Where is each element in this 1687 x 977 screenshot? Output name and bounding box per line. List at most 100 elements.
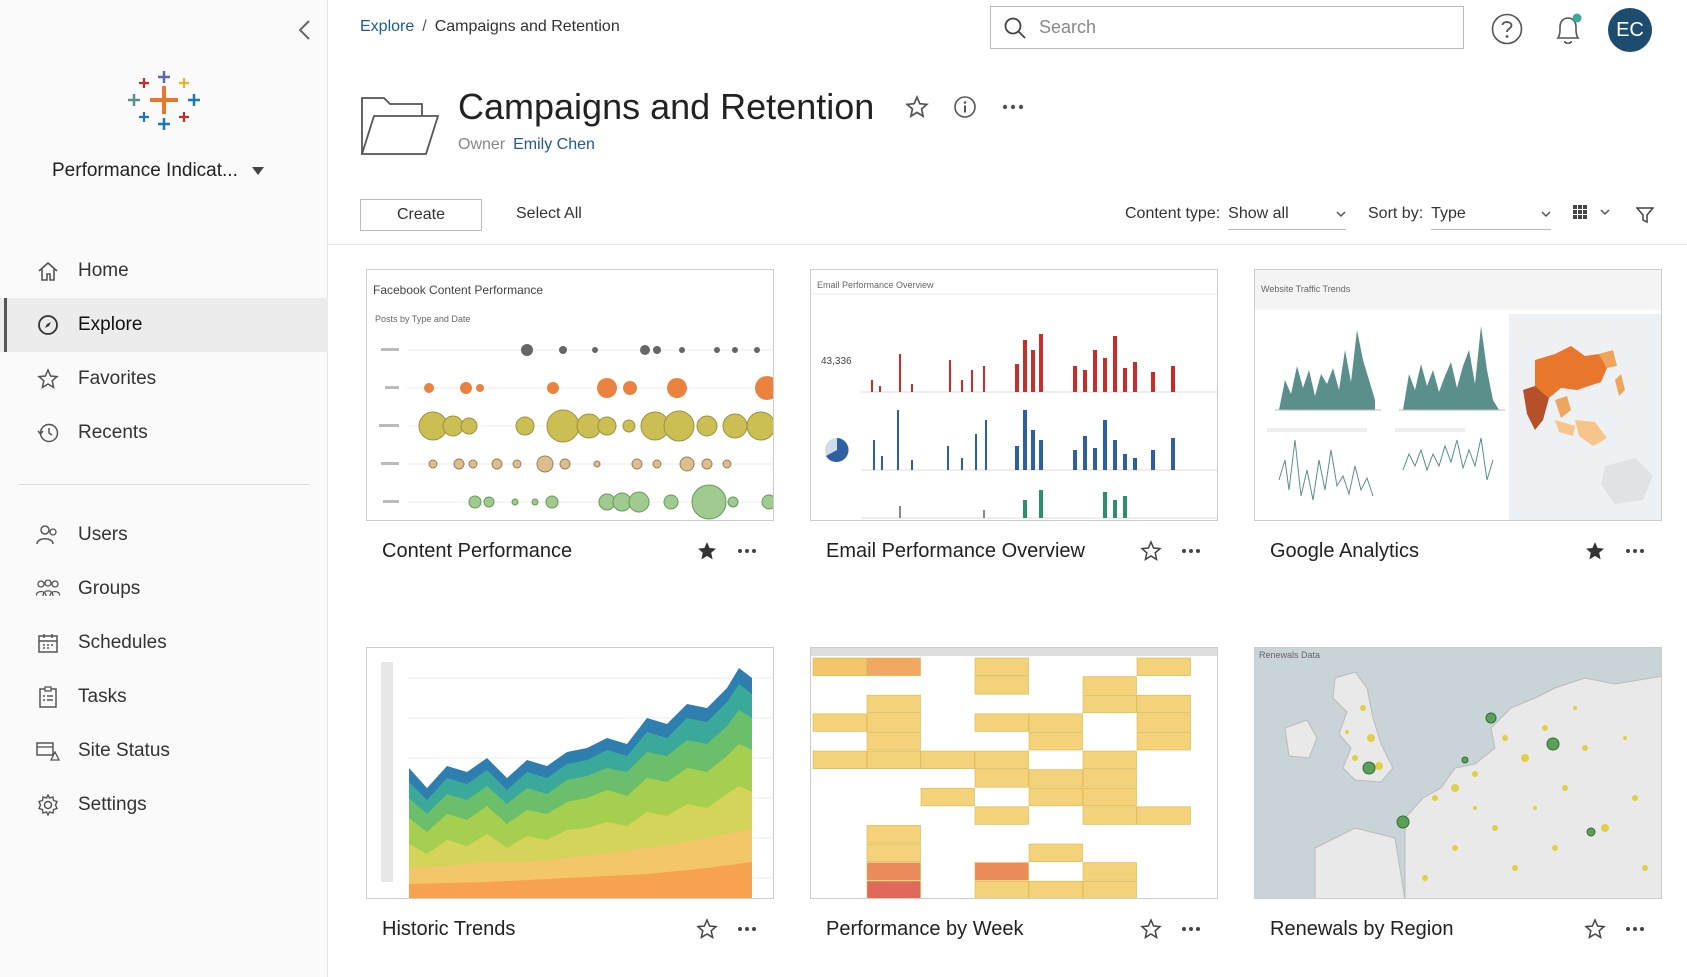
heatmap-cell <box>974 750 1029 769</box>
filter-icon[interactable] <box>1636 206 1654 224</box>
card-title[interactable]: Renewals by Region <box>1270 917 1454 940</box>
workbook-thumbnail[interactable] <box>366 647 774 899</box>
heatmap-cell <box>1136 657 1191 676</box>
heatmap-cell <box>1136 732 1191 751</box>
nav-label: Groups <box>78 578 141 599</box>
sort-dropdown[interactable]: Type <box>1431 198 1552 230</box>
heatmap-cell <box>1028 843 1083 862</box>
favorite-button[interactable] <box>1138 916 1164 942</box>
primary-nav: Home Explore Favorites Recents <box>0 244 328 460</box>
star-outline-icon <box>1140 540 1162 561</box>
nav-item-settings[interactable]: Settings <box>0 778 328 832</box>
card-title[interactable]: Content Performance <box>382 539 573 562</box>
nav-item-tasks[interactable]: Tasks <box>0 670 328 724</box>
help-icon[interactable] <box>1490 12 1524 46</box>
chevron-down-icon <box>1600 209 1610 216</box>
card-title[interactable]: Email Performance Overview <box>826 539 1085 562</box>
heatmap-cell <box>1082 806 1137 825</box>
card-title[interactable]: Historic Trends <box>382 917 516 940</box>
card-footer: Performance by Week <box>810 899 1218 959</box>
heatmap-cell <box>866 862 921 881</box>
nav-item-schedules[interactable]: Schedules <box>0 616 328 670</box>
more-actions-button[interactable] <box>1000 94 1026 120</box>
nav-label: Schedules <box>78 632 167 653</box>
card-more-button[interactable] <box>1178 538 1204 564</box>
heatmap-cell <box>812 750 867 769</box>
heatmap-cell <box>866 694 921 714</box>
content-type-filter: Content type: Show all <box>1125 198 1347 230</box>
bell-icon[interactable] <box>1550 10 1586 48</box>
workbook-card: Facebook Content Performance Posts by Ty… <box>366 269 774 581</box>
card-title[interactable]: Google Analytics <box>1270 539 1419 562</box>
collapse-sidebar-button[interactable] <box>290 16 318 44</box>
create-button[interactable]: Create <box>360 199 482 231</box>
info-button[interactable] <box>952 94 978 120</box>
gear-icon <box>36 793 60 817</box>
search-input[interactable] <box>1039 17 1439 38</box>
card-more-button[interactable] <box>734 916 760 942</box>
thumb-title: Website Traffic Trends <box>1261 284 1351 294</box>
sort-label: Sort by: <box>1368 205 1424 222</box>
heatmap-cell <box>1136 806 1191 825</box>
card-title[interactable]: Performance by Week <box>826 917 1024 940</box>
ellipsis-icon <box>738 927 756 931</box>
favorite-button[interactable] <box>694 538 720 564</box>
heatmap-cell <box>866 825 921 844</box>
heatmap-cell <box>866 880 921 898</box>
select-all-button[interactable]: Select All <box>516 205 582 222</box>
groups-icon <box>36 577 60 601</box>
search-icon <box>1004 17 1026 39</box>
card-more-button[interactable] <box>1622 538 1648 564</box>
favorite-project-button[interactable] <box>904 94 930 120</box>
view-mode-button[interactable] <box>1572 204 1610 220</box>
heatmap-cell <box>974 880 1029 898</box>
breadcrumb: Explore / Campaigns and Retention <box>360 18 620 36</box>
breadcrumb-explore-link[interactable]: Explore <box>360 18 415 35</box>
admin-nav: Users Groups Schedules Tasks Site Status <box>0 508 328 832</box>
workbook-thumbnail[interactable]: Email Performance Overview 43,336 <box>810 269 1218 521</box>
chevron-down-icon <box>1336 210 1346 217</box>
user-avatar[interactable]: EC <box>1608 8 1652 52</box>
grid-view-icon <box>1573 205 1587 219</box>
favorite-button[interactable] <box>1582 916 1608 942</box>
folder-icon <box>360 97 440 155</box>
favorite-button[interactable] <box>694 916 720 942</box>
nav-label: Home <box>78 260 129 281</box>
content-type-dropdown[interactable]: Show all <box>1228 198 1347 230</box>
nav-item-recents[interactable]: Recents <box>0 406 328 460</box>
nav-label: Recents <box>78 422 148 443</box>
nav-item-favorites[interactable]: Favorites <box>0 352 328 406</box>
heatmap-cell <box>866 713 921 732</box>
ellipsis-icon <box>1002 104 1024 110</box>
favorite-button[interactable] <box>1138 538 1164 564</box>
ellipsis-icon <box>1626 927 1644 931</box>
nav-item-home[interactable]: Home <box>0 244 328 298</box>
card-more-button[interactable] <box>1622 916 1648 942</box>
favorite-button[interactable] <box>1582 538 1608 564</box>
site-selector[interactable]: Performance Indicat... <box>52 160 264 182</box>
users-icon <box>36 523 60 547</box>
thumb-title: Email Performance Overview <box>817 280 934 290</box>
owner-name-link[interactable]: Emily Chen <box>513 136 595 153</box>
card-more-button[interactable] <box>734 538 760 564</box>
thumb-title: Facebook Content Performance <box>373 283 543 297</box>
ellipsis-icon <box>738 549 756 553</box>
heatmap-cell <box>974 657 1029 676</box>
heatmap-cell <box>1028 787 1083 807</box>
content-type-value: Show all <box>1228 204 1289 222</box>
card-footer: Renewals by Region <box>1254 899 1662 959</box>
nav-item-groups[interactable]: Groups <box>0 562 328 616</box>
heatmap-cell <box>866 843 921 862</box>
nav-item-users[interactable]: Users <box>0 508 328 562</box>
search-box[interactable] <box>990 6 1464 49</box>
workbook-thumbnail[interactable]: Renewals Data <box>1254 647 1662 899</box>
nav-item-explore[interactable]: Explore <box>0 298 328 352</box>
card-more-button[interactable] <box>1178 916 1204 942</box>
heatmap-cell <box>974 713 1029 732</box>
workbook-thumbnail[interactable]: Website Traffic Trends <box>1254 269 1662 521</box>
nav-item-site-status[interactable]: Site Status <box>0 724 328 778</box>
workbook-thumbnail[interactable]: Facebook Content Performance Posts by Ty… <box>366 269 774 521</box>
title-actions <box>904 94 1026 120</box>
workbook-card: Performance by Week <box>810 647 1218 959</box>
workbook-thumbnail[interactable] <box>810 647 1218 899</box>
